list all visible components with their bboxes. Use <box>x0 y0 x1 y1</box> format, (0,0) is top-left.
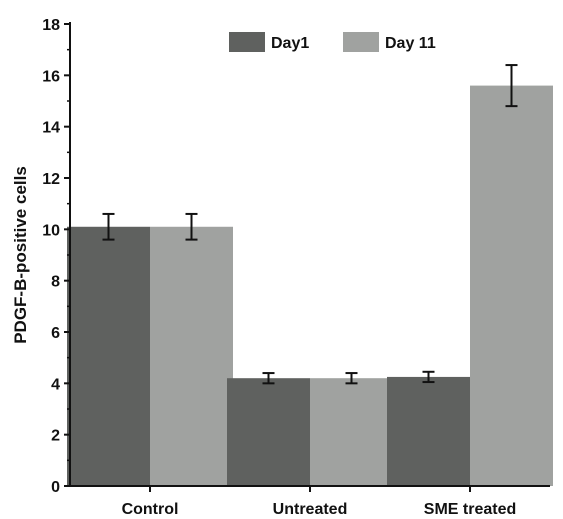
bars-group <box>67 85 553 486</box>
y-axis-title: PDGF-B-positive cells <box>11 166 30 344</box>
bar-day1-0 <box>67 226 150 486</box>
y-ticks-group: 0 2 4 6 8 10 12 14 16 18 <box>42 17 70 496</box>
legend-swatch <box>343 32 379 52</box>
y-tick-label: 16 <box>42 68 60 85</box>
legend-label: Day1 <box>271 35 309 52</box>
bar-day11-0 <box>150 226 233 486</box>
error-bar <box>102 212 115 241</box>
error-bar <box>422 370 435 384</box>
legend: Day1 Day 11 <box>229 32 436 52</box>
x-category-label: Untreated <box>273 501 348 518</box>
error-bar <box>262 372 275 385</box>
bar-day11-1 <box>310 378 393 486</box>
x-category-label: Control <box>122 501 179 518</box>
y-tick-label: 8 <box>51 274 60 291</box>
y-tick-label: 4 <box>51 376 60 393</box>
x-category-labels: Control Untreated SME treated <box>122 486 516 518</box>
bar-day1-2 <box>387 376 470 486</box>
legend-swatch <box>229 32 265 52</box>
y-tick-label: 6 <box>51 325 60 342</box>
x-category-label: SME treated <box>424 501 516 518</box>
y-tick-label: 12 <box>42 171 60 188</box>
y-tick-label: 10 <box>42 222 60 239</box>
legend-label: Day 11 <box>385 35 436 52</box>
error-bar <box>185 212 198 241</box>
y-tick-label: 18 <box>42 17 60 34</box>
y-tick-label: 2 <box>51 428 60 445</box>
bar-day1-1 <box>227 378 310 486</box>
y-tick-label: 0 <box>51 479 60 496</box>
bar-day11-2 <box>470 85 553 486</box>
error-bars-group <box>102 64 518 385</box>
error-bar <box>505 64 518 108</box>
y-tick-label: 14 <box>42 120 60 137</box>
error-bar <box>345 372 358 385</box>
